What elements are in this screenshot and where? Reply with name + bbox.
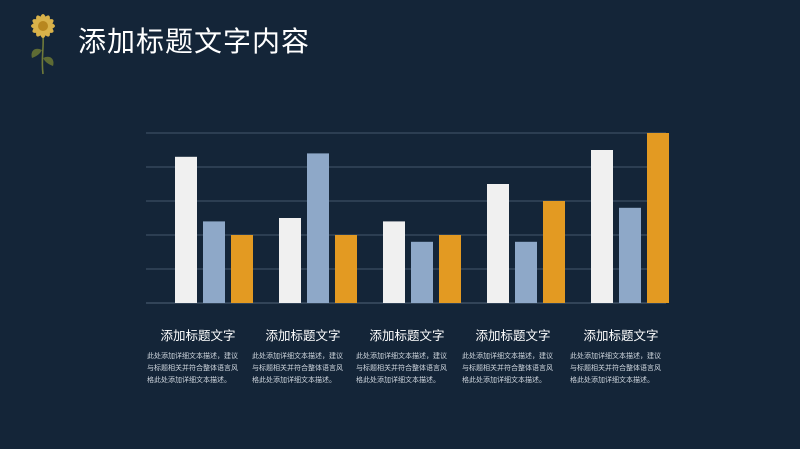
bar bbox=[647, 133, 669, 303]
description-title: 添加标题文字 bbox=[583, 328, 659, 343]
description-block: 添加标题文字 此处添加详细文本描述，建议与标题相关并符合整体语言风格此处添加详细… bbox=[352, 325, 462, 386]
page-title: 添加标题文字内容 bbox=[78, 25, 311, 58]
description-title: 添加标题文字 bbox=[475, 328, 551, 343]
bar bbox=[231, 235, 253, 303]
description-body: 此处添加详细文本描述，建议与标题相关并符合整体语言风格此处添加详细文本描述。 bbox=[147, 352, 238, 384]
bar bbox=[279, 218, 301, 303]
chrysanthemum-flower-icon bbox=[31, 14, 55, 75]
bar bbox=[383, 221, 405, 303]
description-body: 此处添加详细文本描述，建议与标题相关并符合整体语言风格此处添加详细文本描述。 bbox=[252, 352, 343, 384]
description-body: 此处添加详细文本描述，建议与标题相关并符合整体语言风格此处添加详细文本描述。 bbox=[570, 352, 661, 384]
description-block: 添加标题文字 此处添加详细文本描述，建议与标题相关并符合整体语言风格此处添加详细… bbox=[248, 325, 358, 386]
bar bbox=[335, 235, 357, 303]
bar bbox=[439, 235, 461, 303]
bar bbox=[591, 150, 613, 303]
description-title: 添加标题文字 bbox=[160, 328, 236, 343]
bar bbox=[619, 207, 641, 303]
bar bbox=[515, 241, 537, 303]
description-body: 此处添加详细文本描述，建议与标题相关并符合整体语言风格此处添加详细文本描述。 bbox=[356, 352, 447, 384]
description-body: 此处添加详细文本描述，建议与标题相关并符合整体语言风格此处添加详细文本描述。 bbox=[462, 352, 553, 384]
description-title: 添加标题文字 bbox=[369, 328, 445, 343]
description-block: 添加标题文字 此处添加详细文本描述，建议与标题相关并符合整体语言风格此处添加详细… bbox=[143, 325, 253, 386]
bar bbox=[175, 156, 197, 303]
bar bbox=[487, 184, 509, 303]
bar bbox=[543, 201, 565, 303]
bar bbox=[307, 153, 329, 303]
description-block: 添加标题文字 此处添加详细文本描述，建议与标题相关并符合整体语言风格此处添加详细… bbox=[566, 325, 676, 386]
description-block: 添加标题文字 此处添加详细文本描述，建议与标题相关并符合整体语言风格此处添加详细… bbox=[458, 325, 568, 386]
bar bbox=[203, 221, 225, 303]
bar bbox=[411, 241, 433, 303]
description-title: 添加标题文字 bbox=[265, 328, 341, 343]
